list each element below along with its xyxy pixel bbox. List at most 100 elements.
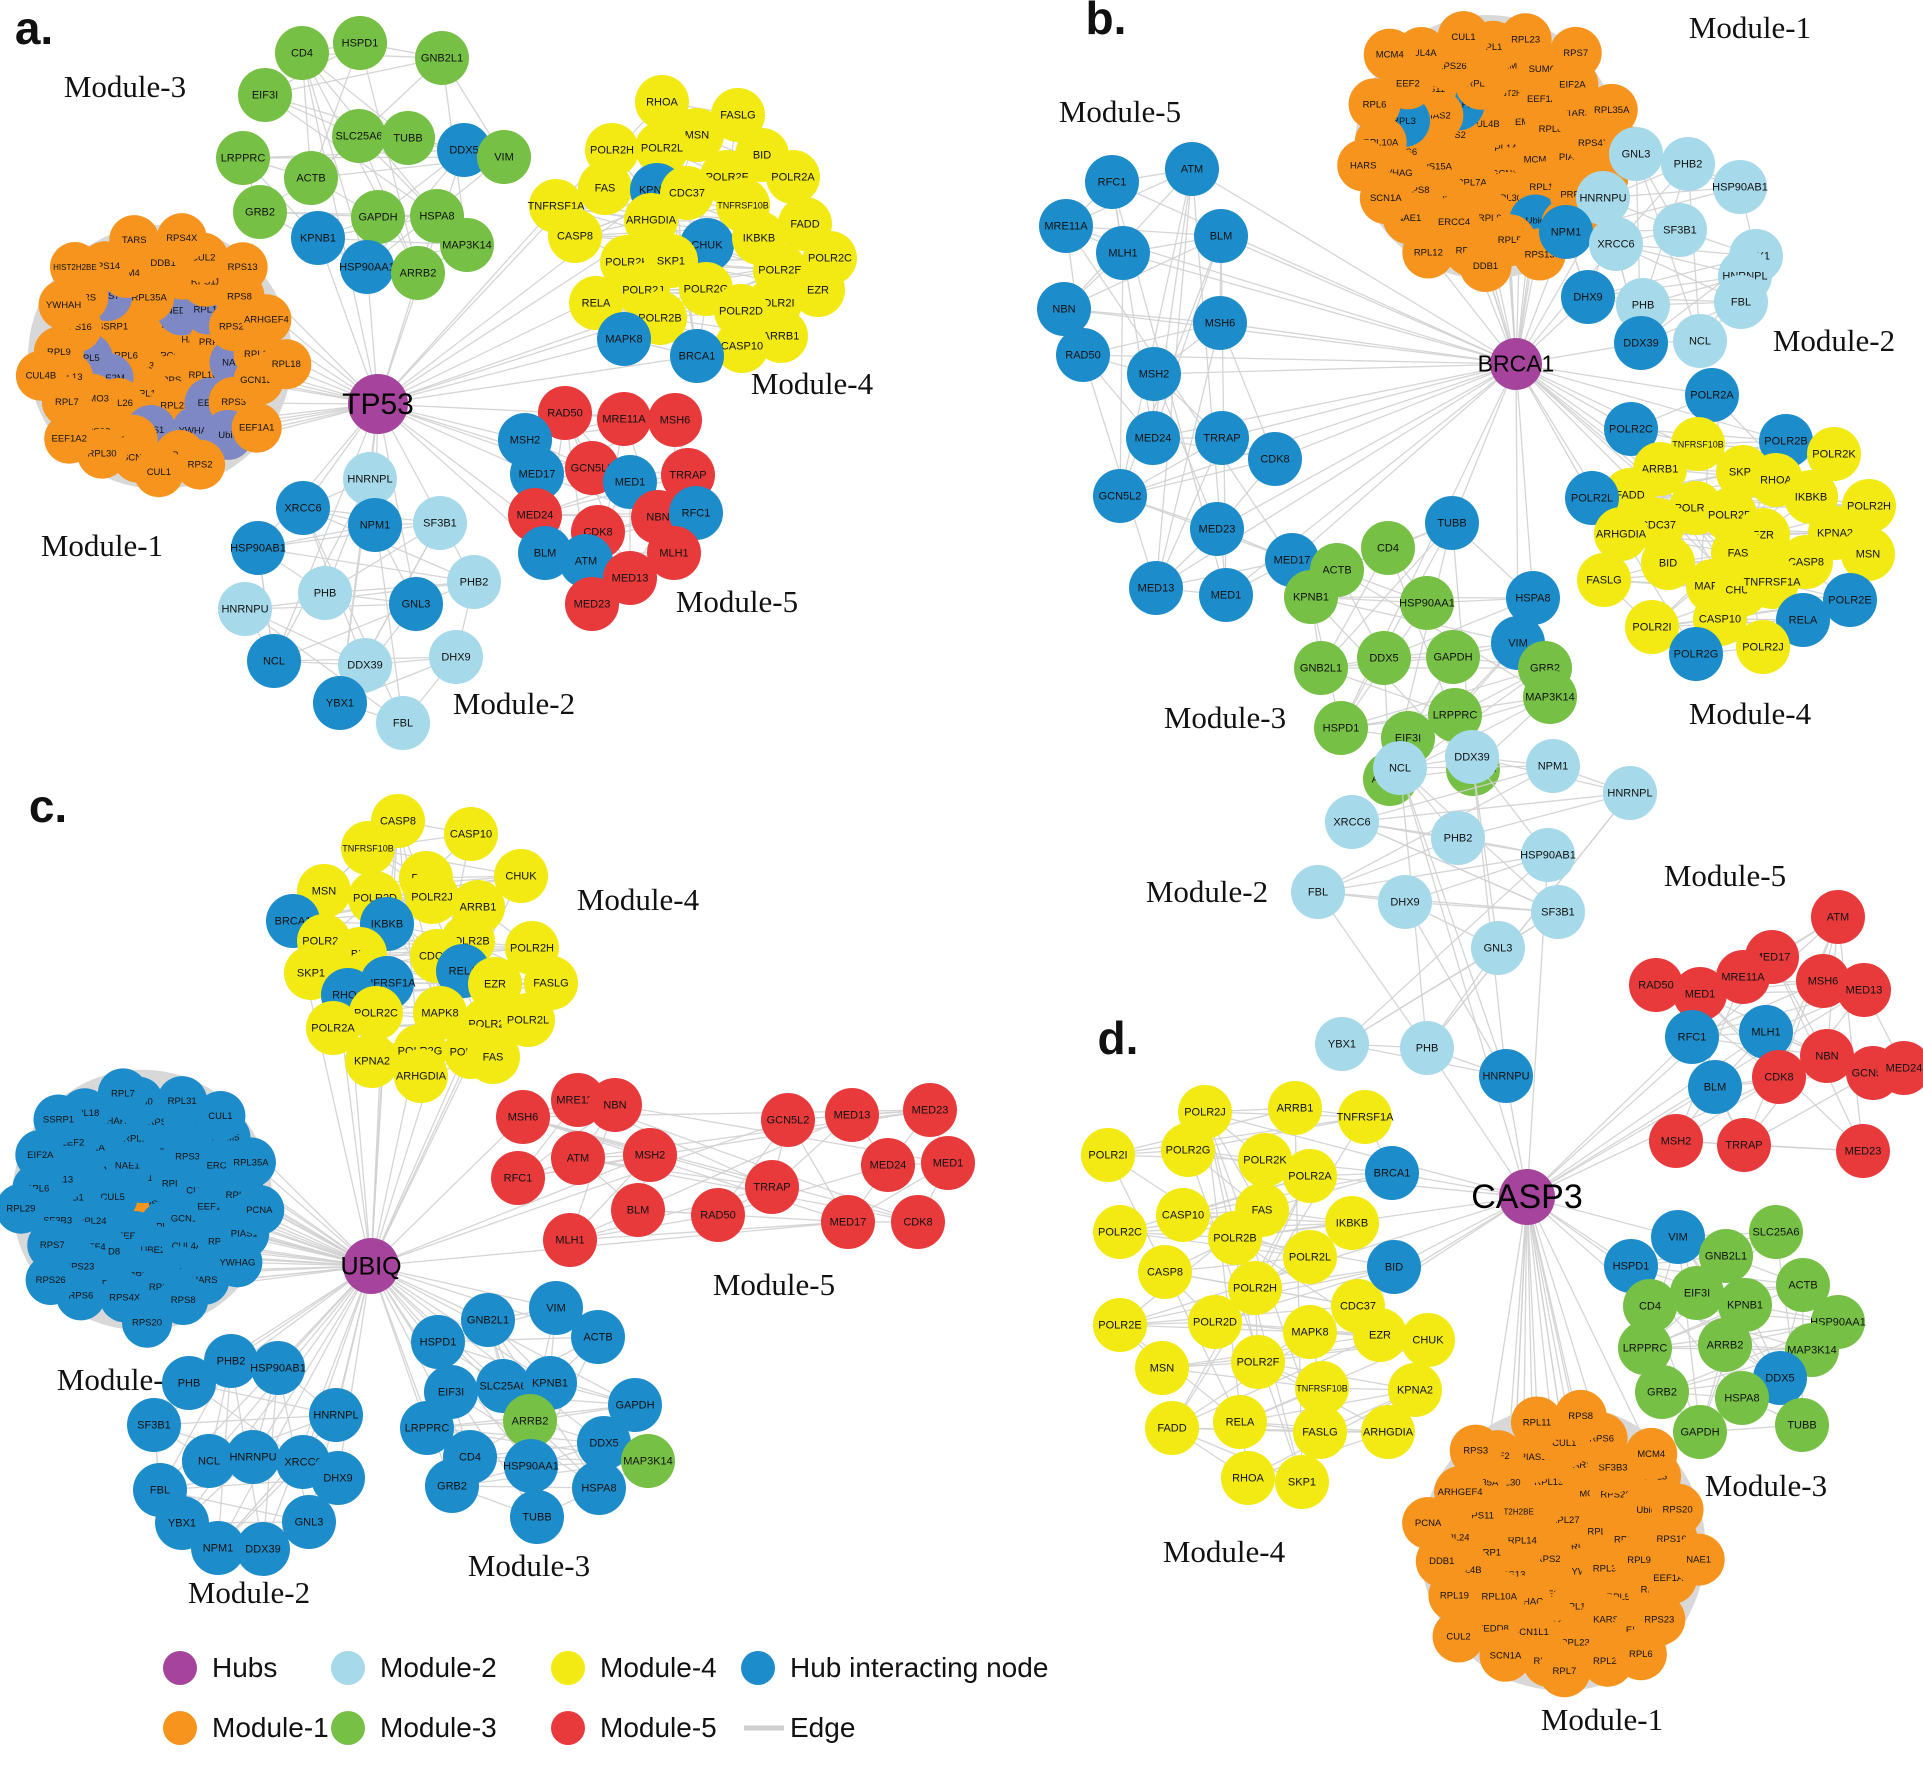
node-KPNB1[interactable] [1284, 570, 1338, 624]
node-FAS[interactable] [466, 1030, 520, 1084]
node-NBN[interactable] [1800, 1029, 1854, 1083]
node-CD4[interactable] [1361, 521, 1415, 575]
node-EIF3I[interactable] [1670, 1266, 1724, 1320]
node-MAPK8[interactable] [1283, 1305, 1337, 1359]
node-FBL[interactable] [1291, 865, 1345, 919]
node-EEF1A1[interactable] [231, 402, 282, 453]
node-SLC25A6[interactable] [332, 109, 386, 163]
node-POLR2K[interactable] [1238, 1133, 1292, 1187]
node-LRPPRC[interactable] [1428, 688, 1482, 742]
node-MED17[interactable] [821, 1195, 875, 1249]
node-HNRNPL[interactable] [343, 452, 397, 506]
node-RPL35A[interactable] [225, 1137, 276, 1188]
node-BRCA1[interactable] [670, 329, 724, 383]
node-MED1[interactable] [1673, 967, 1727, 1021]
node-HSP90AA1[interactable] [1400, 576, 1454, 630]
node-MED24[interactable] [861, 1138, 915, 1192]
node-MED23[interactable] [1190, 502, 1244, 556]
node-HSPD1[interactable] [333, 16, 387, 70]
node-RPS20[interactable] [122, 1297, 173, 1348]
node-KPNB1[interactable] [1718, 1278, 1772, 1332]
node-TRRAP[interactable] [1195, 411, 1249, 465]
node-MED13[interactable] [603, 551, 657, 605]
node-HNRNPL[interactable] [309, 1388, 363, 1442]
node-EZR[interactable] [1353, 1308, 1407, 1362]
node-RAD50[interactable] [538, 386, 592, 440]
node-POLR2A[interactable] [306, 1001, 360, 1055]
node-CASP10[interactable] [1156, 1188, 1210, 1242]
node-RPS2[interactable] [175, 439, 226, 490]
node-BRCA1[interactable] [1365, 1146, 1419, 1200]
node-POLR2L[interactable] [1565, 471, 1619, 525]
node-MCM4[interactable] [1625, 1427, 1678, 1480]
node-MED1[interactable] [1199, 568, 1253, 622]
node-RHOA[interactable] [1221, 1451, 1275, 1505]
node-SF3B1[interactable] [413, 496, 467, 550]
node-VIM[interactable] [529, 1281, 583, 1335]
node-BLM[interactable] [1194, 209, 1248, 263]
node-CUL1[interactable] [195, 1090, 246, 1141]
node-POLR2I[interactable] [1625, 600, 1679, 654]
node-MED23[interactable] [903, 1083, 957, 1137]
node-HSP90AA1[interactable] [340, 240, 394, 294]
node-HSP90AB1[interactable] [1713, 160, 1767, 214]
node-PCNA[interactable] [234, 1184, 285, 1235]
node-MED13[interactable] [1129, 561, 1183, 615]
node-SKP1[interactable] [1275, 1455, 1329, 1509]
node-MSH2[interactable] [1649, 1114, 1703, 1168]
node-XRCC6[interactable] [1589, 217, 1643, 271]
node-MLH1[interactable] [1739, 1005, 1793, 1059]
node-CUL1[interactable] [133, 447, 184, 498]
node-NBN[interactable] [588, 1078, 642, 1132]
node-CASP8[interactable] [548, 209, 602, 263]
node-DHX9[interactable] [311, 1451, 365, 1505]
node-CDK8[interactable] [1248, 432, 1302, 486]
node-MRE11A[interactable] [1716, 950, 1770, 1004]
node-GAPDH[interactable] [351, 190, 405, 244]
node-CD4[interactable] [1623, 1279, 1677, 1333]
node-HARS[interactable] [1337, 139, 1390, 192]
node-NBN[interactable] [1037, 282, 1091, 336]
node-ATM[interactable] [1811, 890, 1865, 944]
node-MAP3K14[interactable] [1523, 670, 1577, 724]
node-POLR2L[interactable] [1283, 1230, 1337, 1284]
node-FAS[interactable] [578, 161, 632, 215]
node-GRB2[interactable] [1635, 1365, 1689, 1419]
node-POLR2A[interactable] [1283, 1149, 1337, 1203]
node-DHX9[interactable] [429, 630, 483, 684]
node-ARRB2[interactable] [1698, 1318, 1752, 1372]
node-TUBB[interactable] [381, 111, 435, 165]
node-NCL[interactable] [1673, 314, 1727, 368]
node-TNFRSF1A[interactable] [1338, 1090, 1392, 1144]
node-POLR2G[interactable] [1669, 627, 1723, 681]
node-RPL11[interactable] [1510, 1396, 1563, 1449]
node-PHB[interactable] [162, 1356, 216, 1410]
node-CUL4B[interactable] [15, 350, 66, 401]
node-DDX5[interactable] [437, 123, 491, 177]
node-POLR2L[interactable] [501, 993, 555, 1047]
node-RHOA[interactable] [635, 75, 689, 129]
node-TNFRSF1A[interactable] [1745, 555, 1799, 609]
node-TNFRSF10B[interactable] [1295, 1361, 1349, 1415]
node-HSPA8[interactable] [1715, 1371, 1769, 1425]
node-PHB[interactable] [298, 566, 352, 620]
node-YBX1[interactable] [1315, 1017, 1369, 1071]
node-MAP3K14[interactable] [440, 218, 494, 272]
node-EZR[interactable] [468, 957, 522, 1011]
node-GRB2[interactable] [425, 1459, 479, 1513]
node-POLR2F[interactable] [1231, 1335, 1285, 1389]
node-FBL[interactable] [376, 696, 430, 750]
node-GNB2L1[interactable] [461, 1293, 515, 1347]
node-SF3B1[interactable] [127, 1398, 181, 1452]
node-MLH1[interactable] [1096, 226, 1150, 280]
node-MAP3K14[interactable] [621, 1434, 675, 1488]
node-FASLG[interactable] [1293, 1405, 1347, 1459]
node-HNRNPU[interactable] [1479, 1049, 1533, 1103]
node-SSRP1[interactable] [33, 1094, 84, 1145]
node-CASP8[interactable] [1138, 1245, 1192, 1299]
node-DDX39[interactable] [1614, 316, 1668, 370]
node-ARHGEF4[interactable] [1434, 1466, 1487, 1519]
node-DHX9[interactable] [1561, 270, 1615, 324]
node-GNB2L1[interactable] [1699, 1229, 1753, 1283]
node-LRPPRC[interactable] [400, 1401, 454, 1455]
